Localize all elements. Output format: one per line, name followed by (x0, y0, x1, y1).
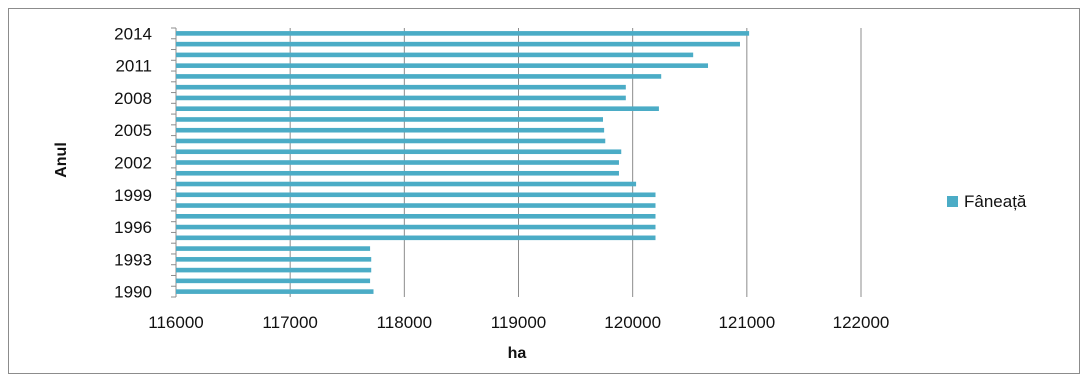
bar-2005 (176, 127, 605, 133)
y-tick-label: 2011 (115, 57, 152, 76)
x-tick-label: 122000 (833, 313, 890, 332)
legend-label: Fâneață (964, 192, 1027, 211)
y-axis-title: Anul (53, 142, 70, 178)
bar-1991 (176, 278, 371, 284)
bar-2003 (176, 149, 622, 155)
gridlines (171, 27, 862, 298)
bar-2011 (176, 63, 709, 68)
bar-2007 (176, 106, 659, 111)
bar-2013 (176, 41, 740, 47)
bar-2008 (176, 95, 626, 101)
chart-frame (8, 8, 1080, 374)
y-tick-label: 2002 (114, 154, 152, 173)
bar-1995 (176, 235, 656, 241)
bar-2001 (176, 170, 619, 176)
bar-2010 (176, 74, 662, 79)
bar-1992 (176, 267, 372, 273)
x-tick-label: 118000 (377, 313, 432, 332)
x-tick-label: 117000 (262, 313, 317, 332)
y-tick-label: 2008 (114, 89, 152, 108)
x-axis-ticks: 116000 117000 118000 119000 120000 121000 1220… (148, 313, 889, 332)
bar-1997 (176, 214, 656, 219)
y-tick-label: 1993 (114, 250, 152, 269)
bar-2009 (176, 84, 626, 90)
bar-1999 (176, 192, 656, 198)
bar-2004 (176, 138, 606, 144)
legend: Fâneață (947, 192, 1027, 211)
y-tick-label: 1999 (114, 186, 152, 205)
legend-swatch (947, 196, 958, 207)
bar-1998 (176, 203, 656, 208)
x-tick-label: 119000 (491, 313, 546, 332)
bar-2014 (176, 31, 750, 36)
bar-1996 (176, 224, 656, 230)
bar-1994 (176, 246, 371, 251)
bar-2006 (176, 117, 603, 122)
y-axis-ticks: 1990 1993 1996 1999 2002 2005 2008 2011 2014 (114, 24, 152, 301)
x-tick-label: 121000 (718, 313, 775, 332)
y-tick-label: 2005 (114, 121, 152, 140)
bar-series (176, 31, 750, 294)
y-tick-label: 1990 (114, 283, 152, 302)
x-axis-title: ha (508, 345, 527, 362)
bar-1990 (176, 289, 374, 294)
bar-2000 (176, 181, 637, 187)
x-tick-label: 116000 (148, 313, 203, 332)
bar-2012 (176, 52, 694, 58)
bar-1993 (176, 257, 372, 262)
x-tick-label: 120000 (604, 313, 661, 332)
y-tick-label: 2014 (114, 24, 152, 43)
bar-2002 (176, 160, 619, 165)
y-tick-label: 1996 (114, 218, 152, 237)
